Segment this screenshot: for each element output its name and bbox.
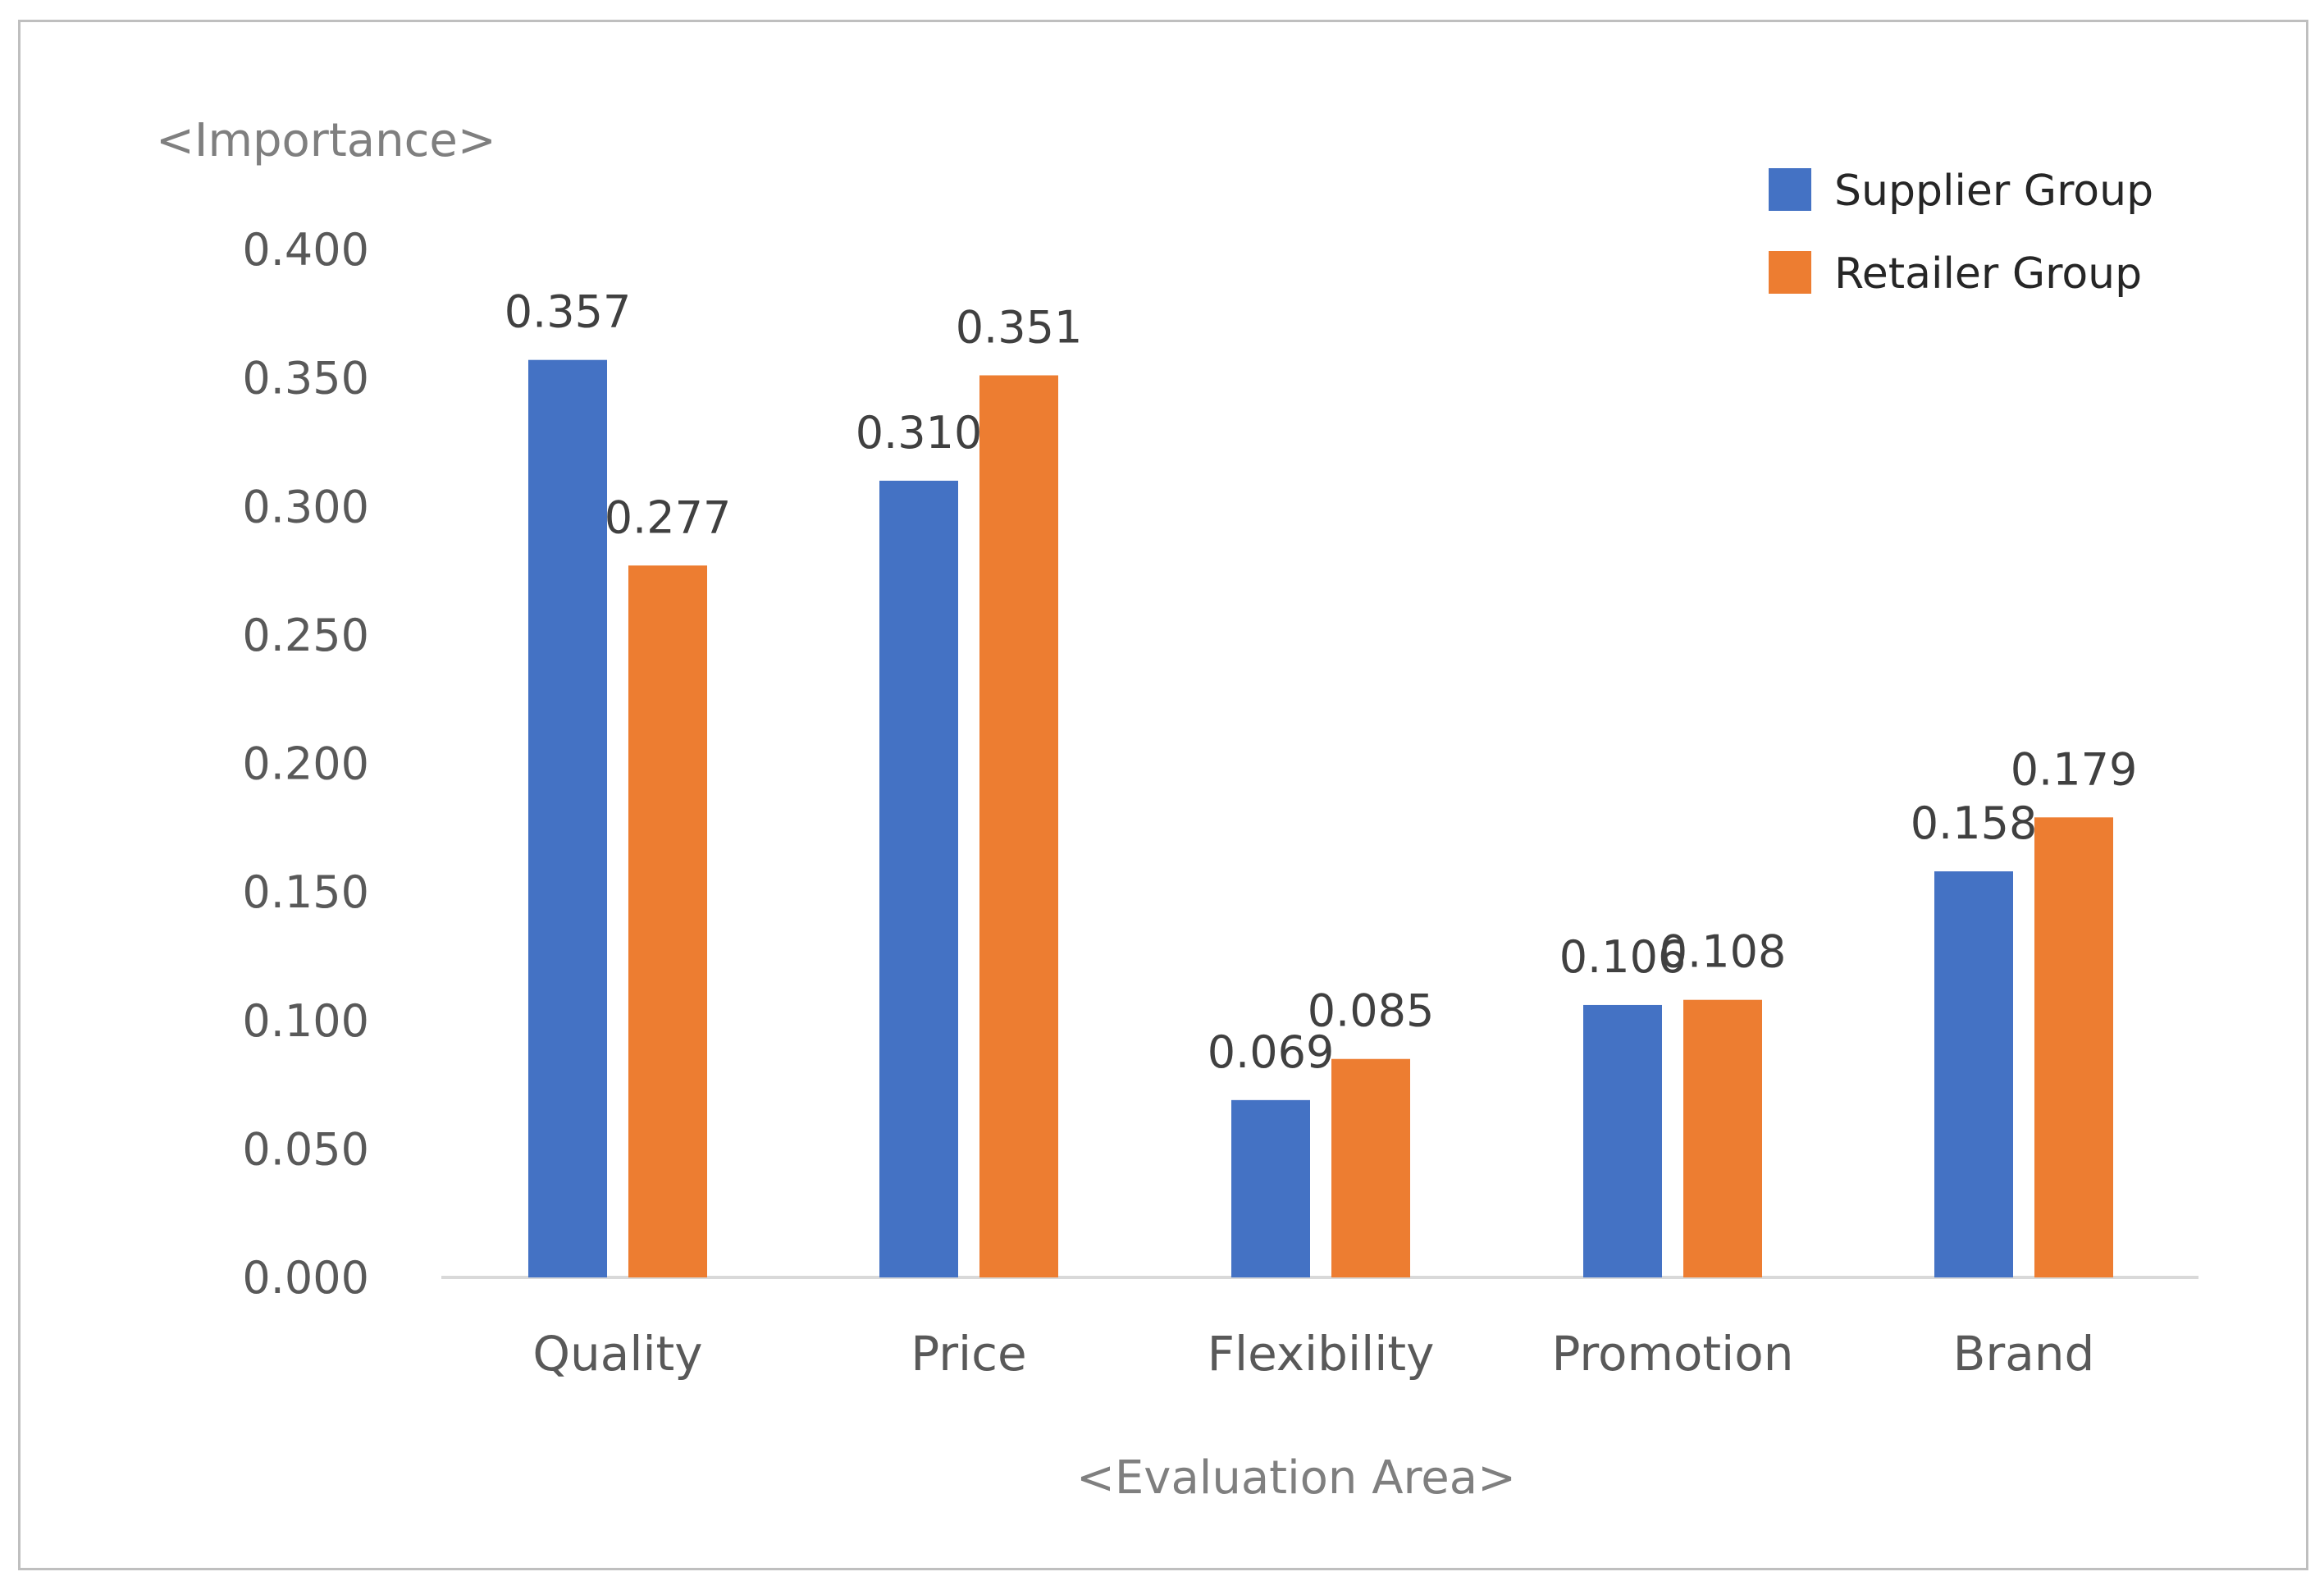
y-tick-label: 0.250	[242, 610, 369, 661]
y-tick-label: 0.300	[242, 481, 369, 532]
chart-frame	[18, 20, 2308, 1570]
category-labels: Quality Price Flexibility Promotion Brand	[532, 1326, 2094, 1382]
supplier-legend-swatch	[1769, 168, 1811, 211]
x-category-label-promotion: Promotion	[1551, 1326, 1793, 1382]
legend: Supplier Group Retailer Group	[1769, 167, 2153, 299]
retailer-legend-label: Retailer Group	[1834, 249, 2142, 299]
retailer-legend-swatch	[1769, 251, 1811, 294]
x-category-label-quality: Quality	[532, 1326, 702, 1382]
retailer-bar-promotion	[1683, 999, 1762, 1277]
retailer-bar-price	[979, 375, 1058, 1278]
y-tick-label: 0.200	[242, 738, 369, 790]
x-category-label-flexibility: Flexibility	[1208, 1326, 1435, 1382]
supplier-bar-promotion	[1583, 1004, 1662, 1277]
y-axis-ticks: 0.000 0.050 0.100 0.150 0.200 0.250 0.300 0.350…	[242, 224, 369, 1304]
retailer-value-label-quality: 0.277	[605, 491, 732, 543]
retailer-bar-quality	[628, 565, 707, 1277]
y-tick-label: 0.350	[242, 353, 369, 404]
y-tick-label: 0.000	[242, 1252, 369, 1304]
y-axis-title: <Importance>	[156, 114, 496, 167]
x-category-label-brand: Brand	[1953, 1326, 2095, 1382]
retailer-bar-brand	[2034, 817, 2113, 1277]
retailer-value-label-promotion: 0.108	[1660, 926, 1787, 978]
retailer-value-label-brand: 0.179	[2011, 743, 2138, 795]
supplier-value-label-price: 0.310	[856, 407, 983, 459]
supplier-value-label-flexibility: 0.069	[1208, 1026, 1335, 1078]
supplier-bar-quality	[528, 359, 607, 1277]
x-category-label-price: Price	[911, 1326, 1027, 1382]
supplier-value-label-promotion: 0.106	[1559, 931, 1687, 983]
supplier-bar-flexibility	[1231, 1099, 1310, 1277]
retailer-value-label-flexibility: 0.085	[1308, 985, 1435, 1037]
supplier-value-label-brand: 0.158	[1911, 797, 2038, 849]
bars	[528, 359, 2113, 1278]
y-tick-label: 0.400	[242, 224, 369, 276]
retailer-bar-flexibility	[1331, 1058, 1410, 1277]
retailer-value-label-price: 0.351	[956, 301, 1083, 353]
supplier-value-label-quality: 0.357	[505, 286, 632, 338]
supplier-legend-label: Supplier Group	[1834, 167, 2153, 216]
y-tick-label: 0.050	[242, 1123, 369, 1175]
supplier-bar-brand	[1934, 871, 2013, 1277]
x-axis-title: <Evaluation Area>	[1076, 1451, 1516, 1505]
y-tick-label: 0.150	[242, 866, 369, 918]
supplier-bar-price	[879, 480, 958, 1277]
y-tick-label: 0.100	[242, 995, 369, 1047]
